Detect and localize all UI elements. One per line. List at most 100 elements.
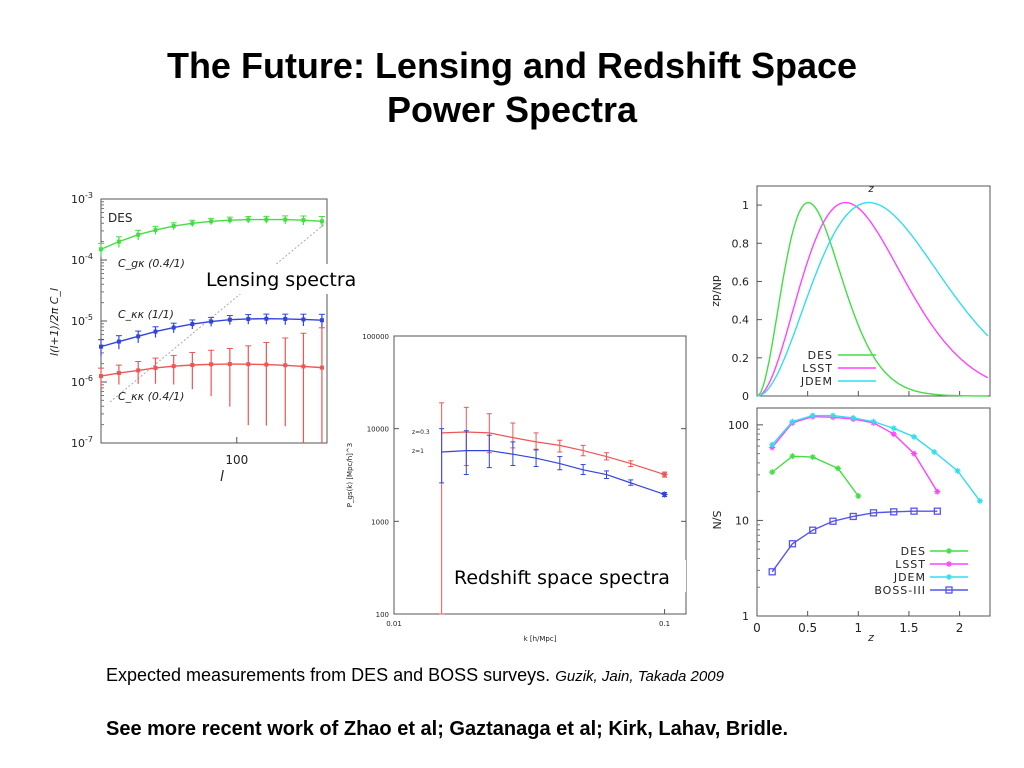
title-line-2: Power Spectra: [386, 89, 638, 130]
sn-series-line: [771, 414, 981, 502]
redshift-xtick-label: 0.1: [659, 620, 670, 628]
sn-xtick-label: 0.5: [798, 621, 817, 635]
sn-point: [911, 433, 918, 440]
sn-point: [809, 412, 816, 419]
lensing-point: [99, 344, 103, 349]
sn-xlabel: z: [867, 631, 874, 644]
sn-point: [829, 412, 836, 419]
caption-text: Expected measurements from DES and BOSS …: [106, 665, 551, 685]
lensing-point: [190, 322, 195, 327]
lensing-point: [209, 362, 214, 367]
lensing-point: [209, 319, 214, 324]
redshift-point: [661, 491, 668, 498]
lensing-point: [153, 329, 158, 334]
dndz-ytick-label: 0.6: [732, 275, 750, 288]
redshift-overlay-box: [446, 560, 686, 592]
dndz-series-curve: [756, 201, 989, 397]
redshift-series-label: z=0.3: [412, 429, 430, 436]
sn-legend-label: DES: [901, 545, 926, 558]
sn-point: [769, 441, 776, 448]
lensing-ytick-label: 10-7: [71, 435, 93, 450]
lensing-overlay-label: Lensing spectra: [206, 269, 356, 291]
lensing-reference-line: [109, 221, 328, 403]
redshift-xlabel: k [h/Mpc]: [524, 635, 557, 643]
sn-xtick-label: 1: [854, 621, 862, 635]
dndz-ytick-label: 0.4: [732, 314, 750, 327]
lensing-point: [283, 316, 288, 321]
lensing-point: [283, 217, 288, 222]
sn-point: [890, 431, 897, 438]
sn-point: [850, 414, 857, 421]
dndz-xlabel: z: [867, 184, 874, 195]
sn-point: [890, 508, 898, 516]
dndz-legend-label: LSST: [802, 362, 833, 375]
lensing-point: [264, 362, 269, 367]
lensing-point: [319, 365, 324, 370]
sn-point: [976, 497, 983, 504]
dndz-series-curve: [756, 201, 989, 397]
lensing-point: [153, 228, 158, 233]
sn-point: [835, 465, 842, 472]
sn-point: [934, 488, 941, 495]
sn-frame: [756, 407, 991, 617]
page-title: The Future: Lensing and Redshift Space P…: [0, 44, 1024, 132]
redshift-ylabel: P_gs(k) [Mpc/h]^3: [346, 443, 354, 507]
lensing-point: [136, 368, 141, 373]
lensing-point: [227, 218, 232, 223]
lensing-point: [209, 219, 214, 224]
sn-point: [870, 418, 877, 425]
sn-xtick-label: 2: [956, 621, 964, 635]
dndz-legend-label: DES: [808, 349, 833, 362]
redshift-ytick-label: 1000: [371, 518, 389, 526]
lensing-point: [99, 374, 103, 379]
sn-legend-marker: [945, 586, 953, 594]
lensing-point: [153, 365, 158, 370]
lensing-point: [246, 362, 251, 367]
lensing-xlabel: l: [220, 469, 224, 485]
redshift-series-line: [441, 449, 665, 496]
sn-point: [788, 540, 797, 548]
sn-point: [931, 448, 938, 455]
redshift-point: [661, 471, 668, 478]
sn-point: [768, 568, 776, 576]
lensing-point: [319, 318, 324, 323]
lensing-point: [171, 325, 176, 330]
lensing-xtick-label: 100: [225, 453, 248, 467]
sn-xtick-label: 0: [753, 621, 761, 635]
sn-series-line: [771, 510, 938, 573]
sn-legend-label: LSST: [895, 558, 926, 571]
lensing-point: [190, 221, 195, 226]
redshift-series-label: z=1: [412, 448, 424, 455]
sn-ytick-label: 100: [728, 419, 749, 432]
lensing-series-label: C_κκ (0.4/1): [118, 390, 184, 403]
lensing-point: [319, 219, 324, 224]
lensing-point: [301, 364, 306, 369]
sn-point: [849, 512, 857, 521]
lensing-ytick-label: 10-5: [71, 313, 93, 328]
lensing-overlay-box: [200, 264, 368, 294]
redshift-series-line: [441, 431, 665, 476]
lensing-point: [190, 362, 195, 367]
lensing-point: [227, 317, 232, 322]
sn-point: [911, 450, 918, 457]
sn-point: [910, 507, 918, 515]
lensing-point: [264, 316, 269, 321]
lensing-point: [283, 363, 288, 368]
sn-point: [809, 454, 816, 461]
redshift-ytick-label: 10000: [367, 426, 389, 434]
redshift-xtick-label: 0.01: [386, 620, 402, 628]
sn-ytick-label: 10: [735, 514, 749, 527]
sn-point: [890, 425, 897, 432]
caption: Expected measurements from DES and BOSS …: [106, 665, 724, 686]
lensing-ytick-label: 10-4: [71, 252, 93, 267]
title-line-1: The Future: Lensing and Redshift Space: [166, 45, 858, 86]
caption-citation: Guzik, Jain, Takada 2009: [555, 668, 724, 685]
sn-ylabel: S/N: [710, 511, 723, 530]
sn-point: [855, 493, 862, 500]
sn-point: [829, 517, 837, 525]
dndz-frame: [756, 185, 991, 397]
lensing-point: [264, 217, 269, 222]
redshift-ytick-label: 100000: [362, 333, 389, 341]
redshift-overlay-label: Redshift space spectra: [454, 567, 670, 589]
lensing-point: [246, 316, 251, 321]
